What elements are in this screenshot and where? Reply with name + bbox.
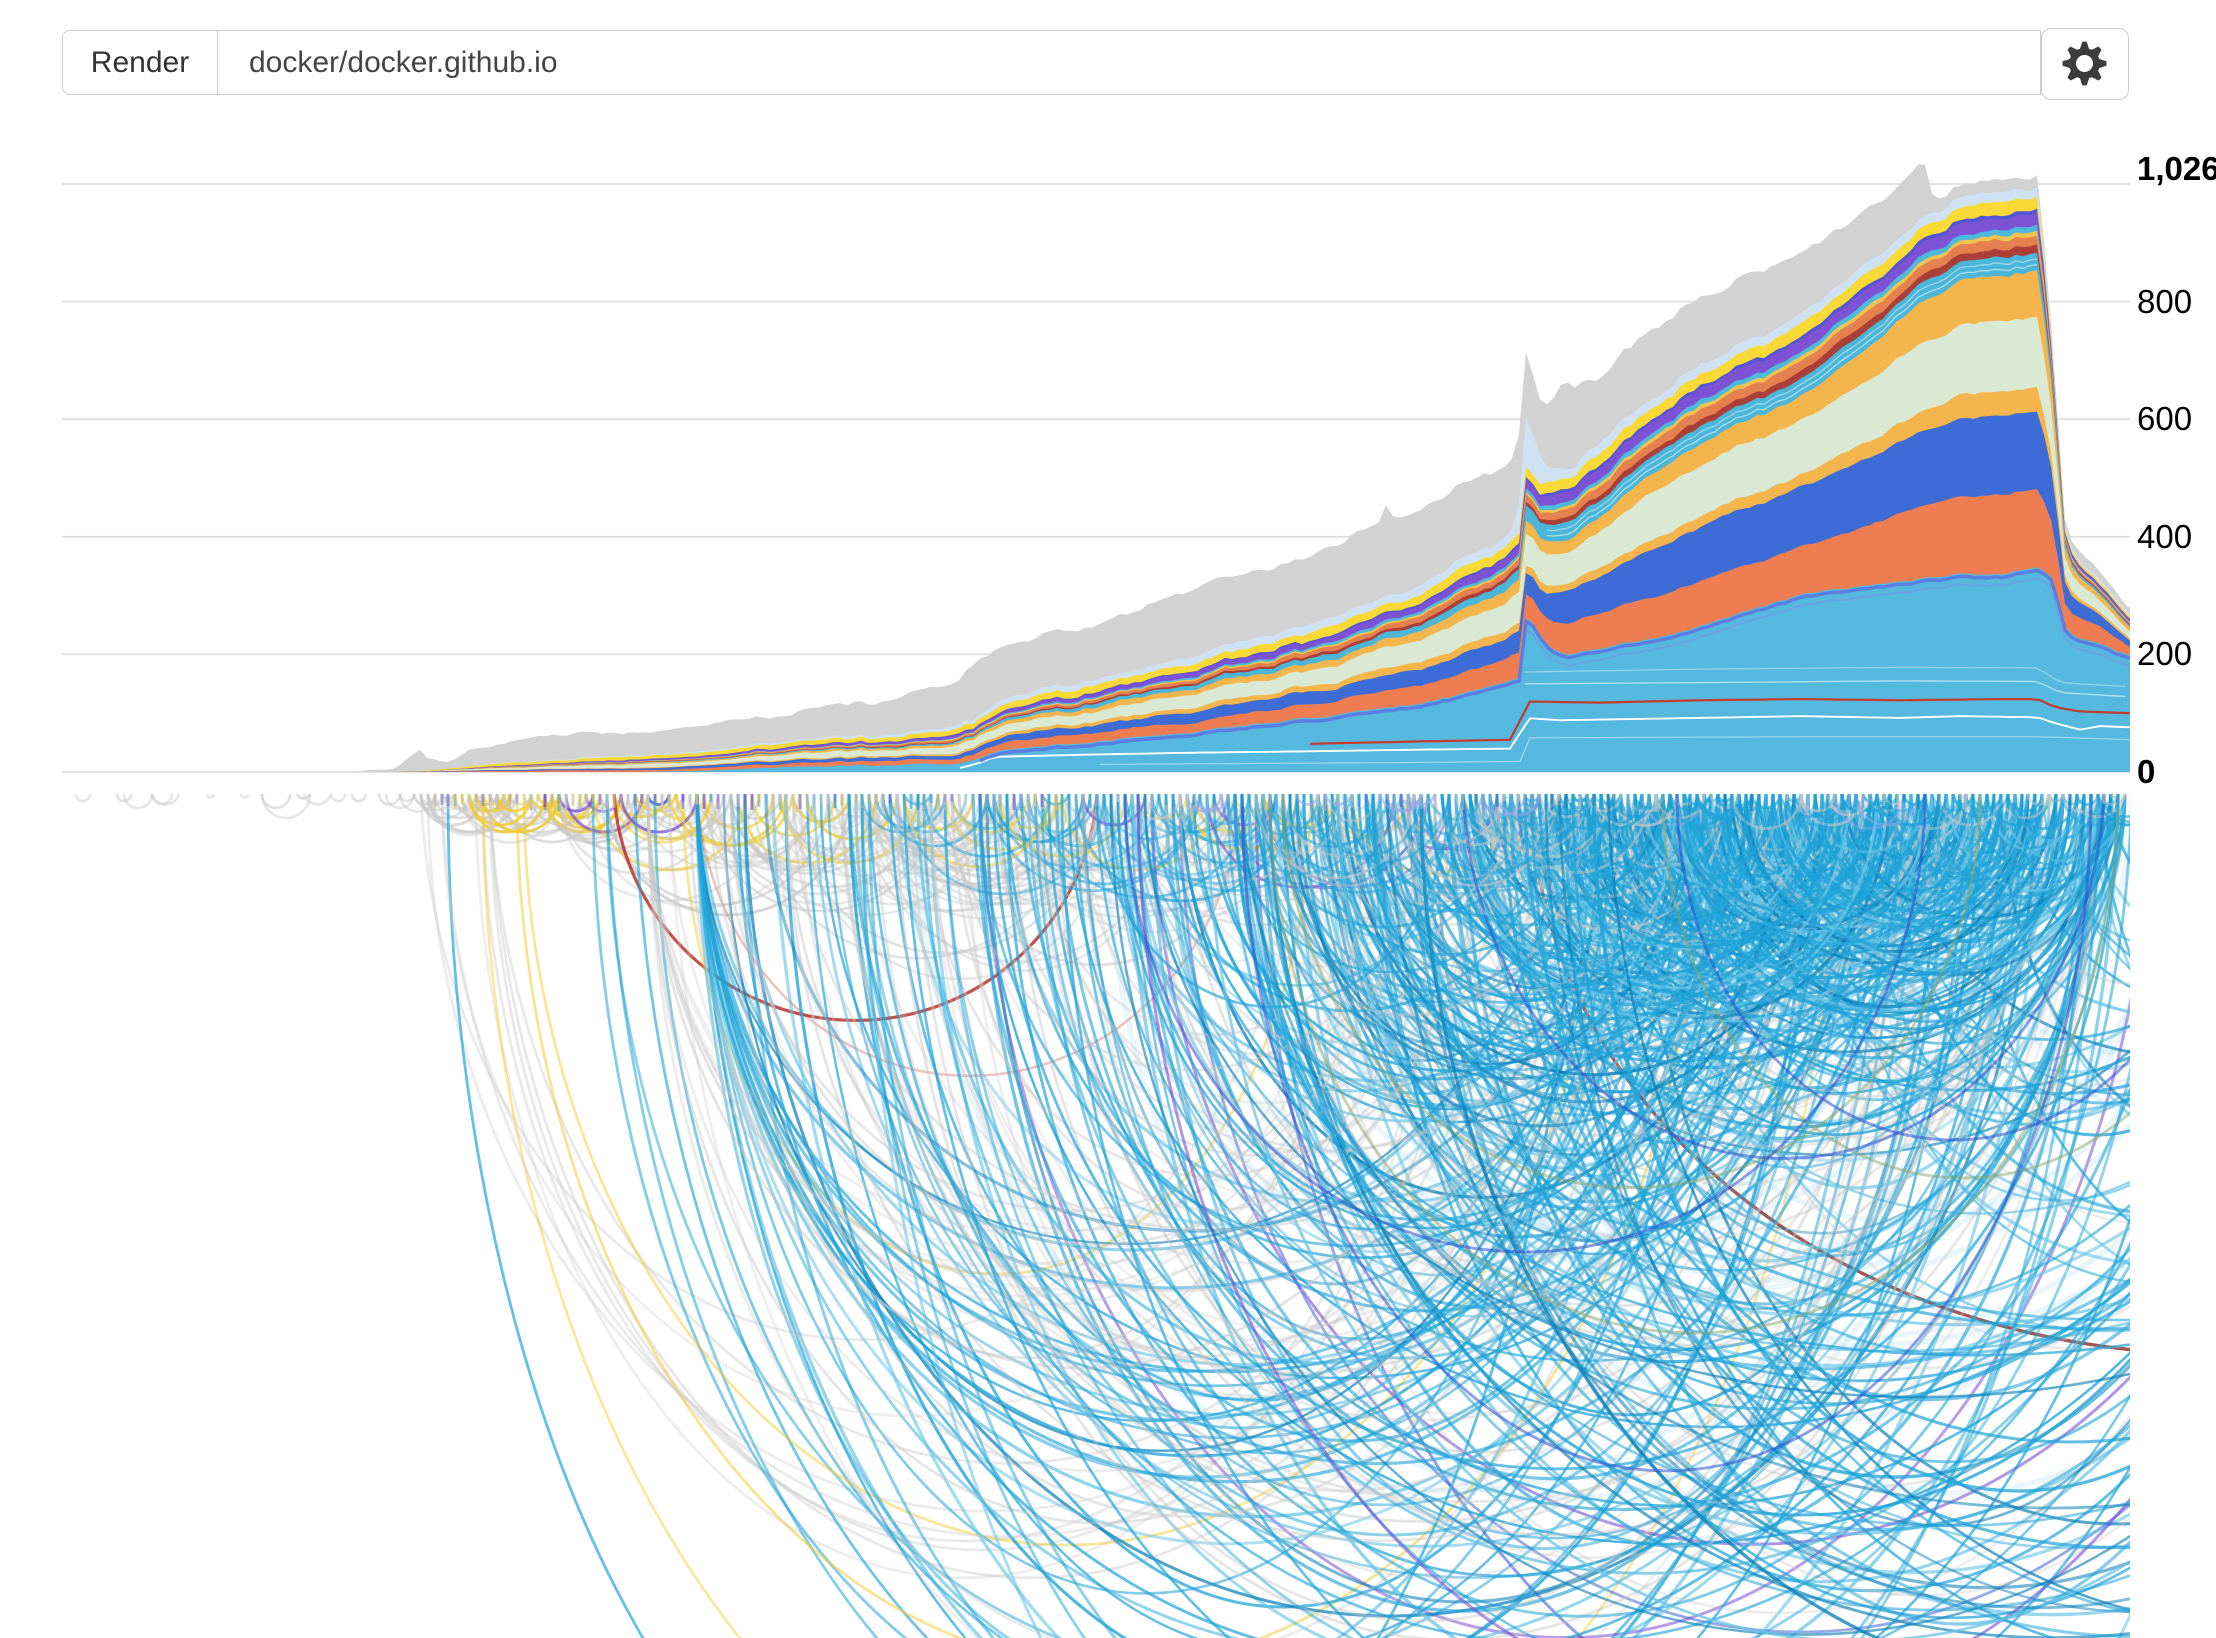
svg-text:0: 0 xyxy=(2137,753,2155,790)
svg-text:800: 800 xyxy=(2137,283,2192,320)
svg-text:200: 200 xyxy=(2137,635,2192,672)
svg-text:1,026: 1,026 xyxy=(2137,150,2216,187)
svg-text:400: 400 xyxy=(2137,518,2192,555)
svg-text:600: 600 xyxy=(2137,400,2192,437)
